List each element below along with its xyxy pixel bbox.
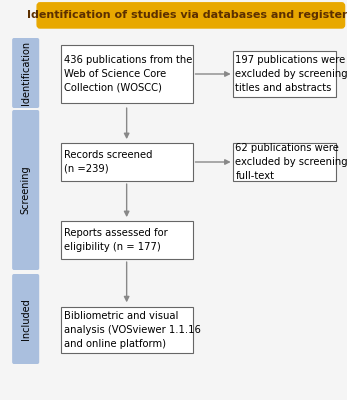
Text: 197 publications were
excluded by screening the
titles and abstracts: 197 publications were excluded by screen… — [235, 55, 347, 93]
Text: Identification of studies via databases and registers: Identification of studies via databases … — [27, 10, 347, 20]
Text: Included: Included — [21, 298, 31, 340]
FancyBboxPatch shape — [61, 143, 193, 181]
Text: Reports assessed for
eligibility (n = 177): Reports assessed for eligibility (n = 17… — [64, 228, 168, 252]
Text: 62 publications were
excluded by screening
full-text: 62 publications were excluded by screeni… — [235, 143, 347, 181]
FancyBboxPatch shape — [61, 307, 193, 353]
Text: 436 publications from the
Web of Science Core
Collection (WOSCC): 436 publications from the Web of Science… — [64, 55, 193, 93]
FancyBboxPatch shape — [233, 51, 336, 97]
FancyBboxPatch shape — [37, 3, 345, 28]
FancyBboxPatch shape — [12, 38, 39, 108]
FancyBboxPatch shape — [61, 221, 193, 259]
FancyBboxPatch shape — [233, 143, 336, 181]
FancyBboxPatch shape — [12, 110, 39, 270]
Text: Screening: Screening — [21, 166, 31, 214]
Text: Records screened
(n =239): Records screened (n =239) — [64, 150, 153, 174]
Text: Identification: Identification — [21, 41, 31, 105]
Text: Bibliometric and visual
analysis (VOSviewer 1.1.16
and online platform): Bibliometric and visual analysis (VOSvie… — [64, 311, 201, 348]
FancyBboxPatch shape — [61, 45, 193, 103]
FancyBboxPatch shape — [12, 274, 39, 364]
